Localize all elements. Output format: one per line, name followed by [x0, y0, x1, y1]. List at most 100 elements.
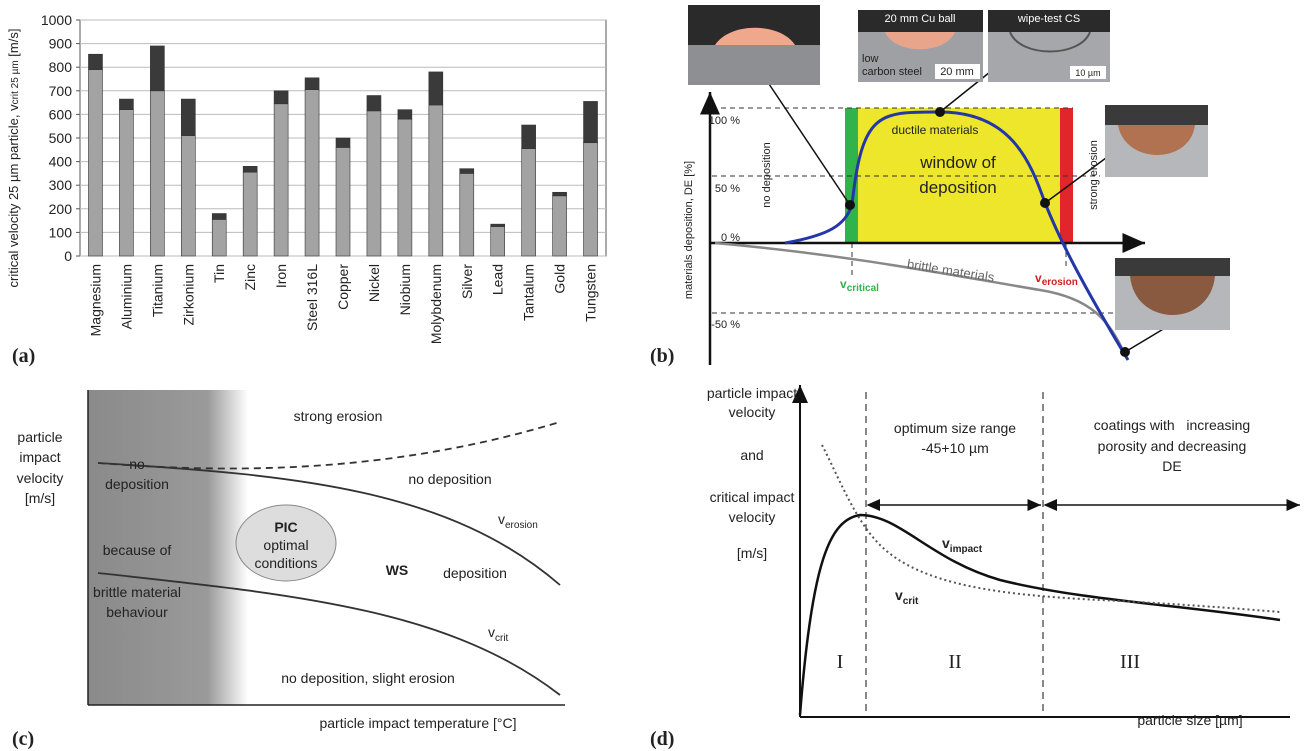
figure: 01002003004005006007008009001000critical…	[0, 0, 1309, 751]
photo: 20 mm Cu ball low carbon steel 20 mm	[858, 10, 983, 82]
y-axis-label-part: crit 25 µm	[10, 60, 21, 104]
panel-label: (d)	[650, 728, 674, 750]
bar	[522, 125, 536, 149]
annotation: -45+10 µm	[921, 440, 989, 456]
annotation: no deposition	[408, 471, 491, 487]
bar	[212, 214, 226, 220]
annotation: deposition	[105, 476, 169, 492]
x-tick-label: Tantalum	[521, 264, 537, 321]
panel-a: 01002003004005006007008009001000critical…	[6, 12, 606, 344]
photo-caption: wipe-test CS	[1017, 13, 1080, 25]
x-tick-label: Tungsten	[583, 264, 599, 322]
bar	[522, 149, 536, 256]
y-axis-label: velocity	[17, 470, 64, 486]
bar	[274, 91, 288, 104]
bar	[181, 99, 195, 136]
y-tick-label: 0	[64, 248, 72, 264]
point	[845, 200, 855, 210]
annotation: no deposition	[761, 142, 773, 207]
annotation: no	[129, 456, 145, 472]
zone-label: I	[837, 651, 844, 673]
bar	[150, 46, 164, 91]
x-tick-label: Nickel	[366, 264, 382, 302]
x-tick-label: Aluminium	[118, 264, 134, 329]
bar	[367, 96, 381, 111]
y-axis-label-part: [m/s]	[6, 29, 21, 61]
y-axis-label: velocity	[729, 404, 776, 420]
annotation: strong erosion	[294, 408, 383, 424]
bar	[429, 105, 443, 256]
photo-caption: 20 mm Cu ball	[885, 13, 956, 25]
annotation: verosion	[498, 511, 538, 531]
bar	[181, 136, 195, 256]
bar	[429, 72, 443, 105]
x-tick-label: Copper	[335, 264, 351, 310]
photo	[688, 5, 820, 85]
bar	[398, 110, 412, 119]
bar	[491, 227, 505, 257]
bar	[150, 91, 164, 256]
bar	[305, 90, 319, 256]
y-axis-label: and	[740, 447, 763, 463]
x-tick-label: Iron	[273, 264, 289, 288]
panel-b: 20 mm Cu ball low carbon steel 20 mm wip…	[683, 5, 1230, 365]
panel-label: (c)	[12, 728, 34, 750]
x-tick-label: Niobium	[397, 264, 413, 315]
annotation: behaviour	[106, 604, 168, 620]
y-tick-label: 1000	[41, 12, 72, 28]
x-tick-label: Molybdenum	[428, 264, 444, 344]
x-tick-label: Gold	[552, 264, 568, 294]
y-axis-label: critical impact	[710, 489, 795, 505]
bar	[119, 99, 133, 110]
annotation: conditions	[254, 555, 317, 571]
y-tick-label: 300	[49, 177, 73, 193]
annotation: coatings with increasing	[1094, 417, 1250, 433]
bar	[274, 104, 288, 256]
bar	[398, 119, 412, 256]
bar	[305, 78, 319, 90]
panel-label: (a)	[12, 345, 35, 367]
bar	[212, 219, 226, 256]
x-tick-label: Steel 316L	[304, 264, 320, 331]
bar	[491, 224, 505, 226]
annotation: optimal	[263, 537, 308, 553]
bar	[460, 173, 474, 256]
y-tick-label: 800	[49, 59, 73, 75]
impact-curve	[800, 515, 1280, 715]
bar	[88, 70, 102, 256]
annotation: WS	[386, 562, 409, 578]
annotation: ductile materials	[892, 123, 979, 137]
bar	[460, 169, 474, 174]
annotation: window of	[919, 153, 996, 172]
y-axis-label: [m/s]	[25, 490, 55, 506]
photo: wipe-test CS 10 µm	[988, 10, 1110, 82]
zone-label: III	[1120, 651, 1140, 673]
annotation: vcrit	[895, 587, 919, 607]
y-tick-label: 50 %	[715, 183, 740, 195]
y-axis-label: velocity	[729, 509, 776, 525]
x-axis-label: particle impact temperature [°C]	[319, 715, 516, 731]
bar	[584, 101, 598, 142]
annotation: strong erosion	[1088, 140, 1100, 210]
bar	[336, 147, 350, 256]
bar	[553, 196, 567, 256]
panel-c: particle impact velocity [m/s] strong er…	[17, 390, 565, 731]
y-axis-label: impact	[19, 449, 60, 465]
y-tick-label: 600	[49, 106, 73, 122]
x-tick-label: Titanium	[149, 264, 165, 317]
y-tick-label: 100 %	[709, 115, 740, 127]
bar	[88, 54, 102, 69]
annotation: no deposition, slight erosion	[281, 670, 455, 686]
crit-curve	[822, 445, 1280, 612]
y-axis-label: materials deposition, DE [%]	[683, 161, 695, 299]
photo	[1115, 258, 1230, 330]
annotation: deposition	[443, 565, 507, 581]
annotation: vcritical	[840, 277, 879, 294]
annotation: because of	[103, 542, 172, 558]
leader-line	[765, 78, 850, 205]
scale-bar: 10 µm	[1075, 68, 1100, 78]
bar	[243, 172, 257, 256]
zone-label: II	[948, 651, 961, 673]
photo-caption: carbon steel	[862, 66, 922, 78]
x-axis-label: particle size [µm]	[1137, 712, 1242, 728]
